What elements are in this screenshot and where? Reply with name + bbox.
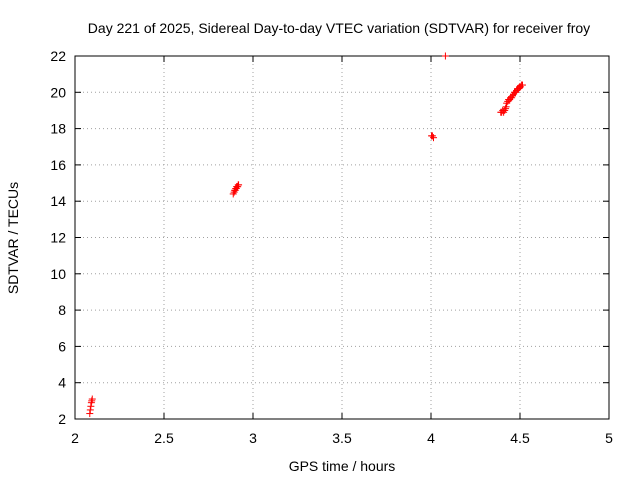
y-axis-label: SDTVAR / TECUs <box>5 182 21 294</box>
data-point <box>502 103 510 111</box>
data-points <box>86 52 526 418</box>
y-tick-label: 14 <box>50 193 66 209</box>
data-point <box>235 181 243 189</box>
data-point <box>231 186 239 194</box>
chart-title: Day 221 of 2025, Sidereal Day-to-day VTE… <box>88 20 590 36</box>
y-tick-label: 4 <box>58 375 66 391</box>
data-point <box>88 395 96 403</box>
data-point <box>86 410 94 418</box>
axis-ticks <box>74 55 610 420</box>
data-point <box>441 52 449 60</box>
x-tick-label: 2 <box>71 430 79 446</box>
x-tick-label: 5 <box>605 430 613 446</box>
y-tick-label: 8 <box>58 302 66 318</box>
data-point <box>86 406 94 414</box>
y-tick-label: 20 <box>50 84 66 100</box>
data-point <box>502 105 510 113</box>
x-tick-label: 4.5 <box>510 430 530 446</box>
grid-lines <box>75 56 609 419</box>
data-point <box>88 397 96 405</box>
data-point <box>428 132 436 140</box>
data-point <box>509 92 517 100</box>
data-point <box>229 190 237 198</box>
y-tick-label: 2 <box>58 411 66 427</box>
y-tick-label: 10 <box>50 266 66 282</box>
data-point <box>508 94 516 102</box>
data-point <box>230 188 238 196</box>
x-tick-labels: 2 2.5 3 3.5 4 4.5 5 <box>71 430 613 446</box>
y-tick-label: 6 <box>58 338 66 354</box>
x-tick-label: 3 <box>249 430 257 446</box>
x-tick-label: 3.5 <box>332 430 352 446</box>
x-tick-label: 2.5 <box>154 430 174 446</box>
data-point <box>500 108 508 116</box>
data-point <box>429 134 437 142</box>
y-tick-label: 18 <box>50 121 66 137</box>
data-point <box>512 88 520 96</box>
x-axis-label: GPS time / hours <box>289 458 396 474</box>
y-tick-label: 22 <box>50 48 66 64</box>
y-tick-labels: 2 4 6 8 10 12 14 16 18 20 22 <box>50 48 66 427</box>
data-point <box>518 81 526 89</box>
data-point <box>503 99 511 107</box>
y-tick-label: 12 <box>50 230 66 246</box>
data-point <box>501 106 509 114</box>
data-point <box>234 183 242 191</box>
y-tick-label: 16 <box>50 157 66 173</box>
x-tick-label: 4 <box>427 430 435 446</box>
data-point <box>87 402 95 410</box>
